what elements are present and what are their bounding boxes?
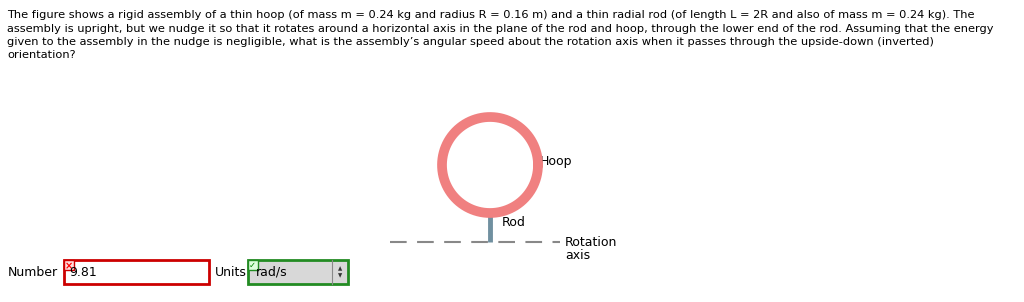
Text: Number: Number — [8, 265, 58, 278]
FancyBboxPatch shape — [248, 260, 258, 270]
Text: ✓: ✓ — [249, 261, 256, 270]
Text: assembly is upright, but we nudge it so that it rotates around a horizontal axis: assembly is upright, but we nudge it so … — [7, 24, 993, 34]
Text: Rotation: Rotation — [565, 236, 617, 249]
Text: axis: axis — [565, 249, 590, 262]
Text: ▼: ▼ — [338, 274, 342, 278]
Text: Hoop: Hoop — [540, 156, 572, 169]
Text: ▲: ▲ — [338, 266, 342, 271]
FancyBboxPatch shape — [248, 260, 348, 284]
FancyBboxPatch shape — [63, 260, 209, 284]
Text: orientation?: orientation? — [7, 50, 76, 60]
Text: 9.81: 9.81 — [69, 265, 96, 278]
Text: Units: Units — [215, 265, 247, 278]
Text: ×: × — [65, 261, 73, 271]
Text: Rod: Rod — [502, 216, 526, 229]
Text: rad/s: rad/s — [256, 265, 288, 278]
FancyBboxPatch shape — [63, 260, 74, 270]
Text: given to the assembly in the nudge is negligible, what is the assembly’s angular: given to the assembly in the nudge is ne… — [7, 37, 934, 47]
Text: The figure shows a rigid assembly of a thin hoop (of mass m = 0.24 kg and radius: The figure shows a rigid assembly of a t… — [7, 10, 975, 20]
